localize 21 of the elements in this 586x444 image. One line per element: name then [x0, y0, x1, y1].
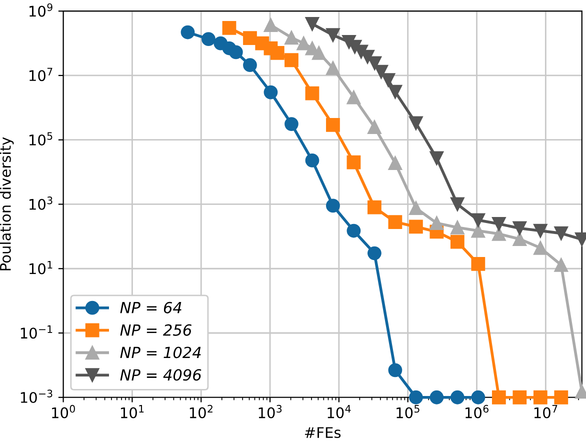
y-axis-title: Poulation diversity: [0, 137, 14, 270]
x-tick-label: 10$^{7}$: [534, 405, 558, 418]
x-tick-label: 10$^{3}$: [258, 404, 282, 418]
x-tick-label: 10$^{2}$: [190, 404, 212, 418]
y-tick-label: 10$^{−1}$: [20, 325, 52, 339]
legend-label: NP = 64: [120, 302, 182, 314]
legend-label: NP = 4096: [120, 369, 202, 381]
x-tick-label: 10$^{1}$: [120, 405, 144, 418]
y-tick-label: 10$^{7}$: [30, 68, 52, 82]
legend-label: NP = 256: [120, 324, 192, 336]
legend-label: NP = 1024: [120, 346, 201, 358]
x-axis-title: #FEs: [305, 427, 341, 438]
y-tick-label: 10$^{5}$: [30, 132, 52, 146]
y-tick-label: 10$^{1}$: [30, 261, 52, 274]
y-tick-label: 10$^{−3}$: [20, 390, 52, 404]
x-tick-label: 10$^{6}$: [466, 404, 488, 418]
x-tick-label: 10$^{0}$: [52, 404, 75, 418]
x-tick-label: 10$^{4}$: [328, 405, 351, 418]
y-tick-label: 10$^{9}$: [30, 3, 52, 17]
x-tick-label: 10$^{5}$: [396, 405, 420, 418]
y-tick-label: 10$^{3}$: [30, 196, 52, 210]
